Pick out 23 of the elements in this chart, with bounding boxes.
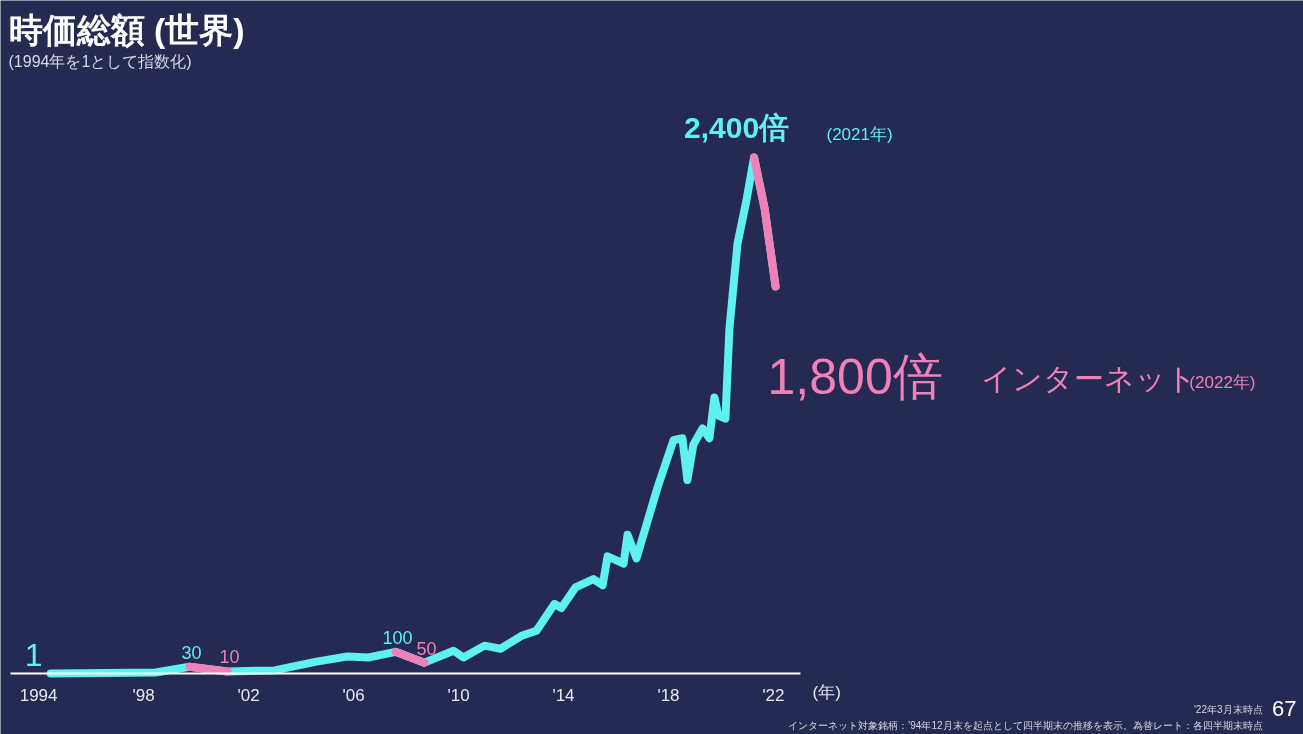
x-tick-label: '06 — [342, 685, 365, 705]
annotation: 2,400倍 — [684, 110, 790, 144]
chart-subtitle: (1994年を1として指数化) — [8, 52, 192, 70]
chart-title: 時価総額 (世界) — [8, 10, 245, 49]
annotation: 10 — [219, 647, 240, 668]
text: (2021年) — [826, 124, 893, 144]
x-axis-title: (年) — [812, 682, 841, 702]
text: 67 — [1272, 695, 1297, 721]
x-tick-label: '22 — [762, 685, 785, 705]
x-tick-label: '18 — [657, 685, 680, 705]
annotation: 1 — [24, 636, 43, 673]
annotation: 30 — [181, 642, 202, 663]
x-tick-label: 1994 — [19, 685, 58, 705]
text: インターネット対象銘柄：'94年12月末を起点として四半期末の推移を表示。為替レート：各四半期末時点 — [788, 719, 1263, 731]
x-tick-label: '10 — [447, 685, 470, 705]
x-tick-label: '98 — [132, 685, 155, 705]
x-tick-label: '14 — [552, 685, 575, 705]
text: '22年3月末時点 — [1193, 703, 1263, 715]
annotation: 100 — [382, 627, 413, 648]
text: (2022年) — [1189, 372, 1256, 392]
annotation: 50 — [416, 638, 437, 659]
x-tick-label: '02 — [237, 685, 260, 705]
annotation: 1,800倍 — [767, 348, 943, 405]
